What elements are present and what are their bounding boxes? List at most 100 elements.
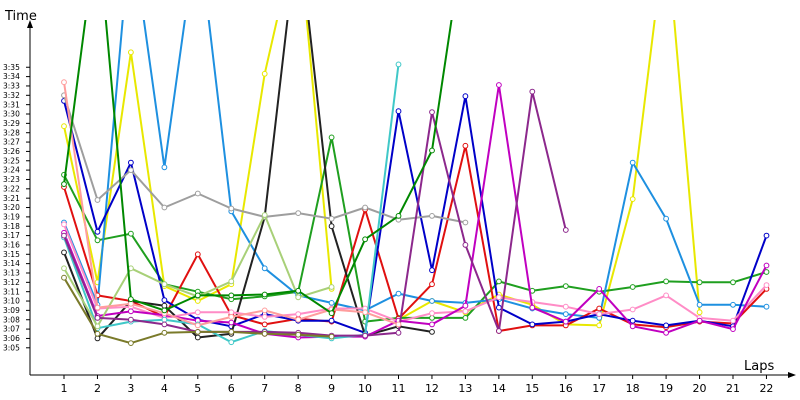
data-point — [429, 109, 435, 115]
data-point — [496, 328, 502, 334]
x-tick-label: 11 — [392, 382, 406, 395]
x-tick-label: 5 — [194, 382, 201, 395]
x-tick-label: 22 — [759, 382, 773, 395]
y-tick-label: 3:06 — [3, 334, 20, 343]
data-point — [128, 167, 134, 174]
series-2 — [61, 134, 770, 325]
y-tick-label: 3:17 — [3, 231, 20, 240]
series-1 — [61, 20, 703, 329]
data-point — [295, 210, 302, 217]
y-tick-label: 3:26 — [3, 147, 20, 156]
data-point — [730, 326, 736, 333]
y-tick-label: 3:09 — [3, 306, 20, 315]
data-point — [462, 93, 469, 100]
data-point — [663, 292, 669, 299]
y-tick-label: 3:20 — [3, 203, 20, 212]
series-layer — [61, 20, 770, 347]
x-tick-label: 15 — [525, 382, 539, 395]
data-point — [596, 286, 603, 292]
data-point — [395, 61, 402, 68]
data-point — [128, 316, 134, 323]
data-point — [763, 232, 770, 239]
data-point — [261, 330, 268, 337]
data-point — [629, 323, 636, 330]
series-13 — [61, 274, 335, 347]
data-point — [94, 304, 101, 311]
data-point — [763, 262, 770, 269]
data-point — [261, 70, 268, 77]
data-point — [128, 300, 134, 307]
data-point — [663, 278, 669, 285]
x-tick-label: 6 — [228, 382, 235, 395]
data-point — [429, 298, 435, 304]
data-point — [730, 301, 736, 308]
data-point — [194, 298, 201, 304]
data-point — [194, 292, 201, 299]
data-point — [128, 308, 134, 315]
data-point — [462, 315, 469, 321]
data-point — [295, 311, 302, 318]
data-point — [395, 108, 402, 115]
y-tick-label: 3:22 — [3, 184, 20, 193]
y-tick-label: 3:34 — [3, 72, 20, 81]
y-tick-label: 3:35 — [3, 63, 20, 72]
data-point — [395, 321, 402, 328]
y-tick-label: 3:33 — [3, 82, 20, 91]
y-tick-label: 3:05 — [3, 343, 20, 352]
data-point — [61, 181, 67, 188]
data-point — [362, 332, 369, 339]
data-point — [429, 213, 435, 219]
data-point — [94, 330, 101, 337]
data-point — [228, 205, 235, 212]
x-tick-label: 12 — [425, 382, 439, 395]
x-tick-label: 2 — [94, 382, 101, 395]
y-tick-label: 3:10 — [3, 297, 20, 306]
data-point — [328, 134, 335, 141]
data-point — [529, 321, 536, 328]
data-point — [462, 219, 469, 226]
data-point — [696, 279, 703, 286]
data-point — [596, 305, 603, 312]
data-point — [94, 197, 101, 203]
y-tick-label: 3:19 — [3, 212, 20, 221]
series-line — [63, 144, 768, 332]
data-point — [61, 274, 67, 281]
y-tick-label: 3:29 — [3, 119, 20, 128]
y-tick-label: 3:07 — [3, 325, 20, 334]
data-point — [61, 232, 67, 239]
series-3 — [61, 20, 770, 321]
data-point — [161, 316, 168, 323]
x-tick-label: 14 — [492, 382, 506, 395]
data-point — [328, 223, 335, 230]
x-tick-label: 21 — [726, 382, 740, 395]
data-point — [663, 329, 669, 336]
data-point — [763, 282, 770, 289]
data-point — [362, 236, 369, 243]
data-point — [161, 164, 168, 171]
y-axis-arrow — [27, 20, 33, 28]
data-point — [629, 284, 636, 290]
data-point — [295, 316, 302, 323]
data-point — [128, 296, 134, 303]
data-point — [629, 159, 636, 166]
data-point — [629, 306, 636, 313]
data-point — [696, 317, 703, 324]
y-tick-label: 3:13 — [3, 269, 20, 278]
data-point — [61, 249, 67, 256]
data-point — [128, 230, 134, 237]
data-point — [94, 315, 101, 321]
data-point — [395, 290, 402, 297]
y-tick-label: 3:18 — [3, 222, 20, 231]
data-point — [629, 317, 636, 324]
data-point — [562, 318, 569, 325]
data-point — [763, 303, 770, 310]
data-point — [161, 329, 168, 336]
x-tick-label: 20 — [693, 382, 707, 395]
data-point — [596, 311, 603, 318]
data-point — [663, 322, 669, 329]
data-point — [429, 147, 435, 154]
data-point — [730, 279, 736, 286]
series-line — [63, 20, 767, 319]
x-tick-label: 17 — [592, 382, 606, 395]
data-point — [562, 283, 569, 290]
